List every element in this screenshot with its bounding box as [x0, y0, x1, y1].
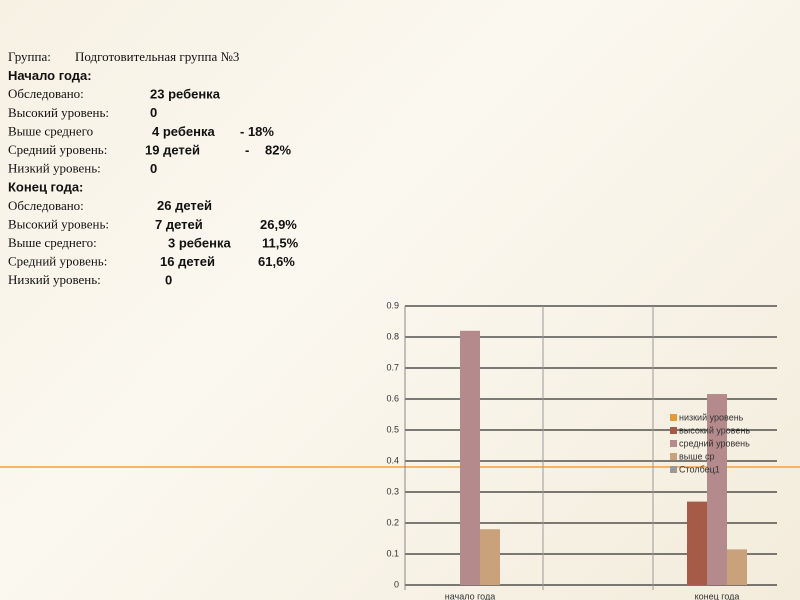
bar	[460, 330, 480, 585]
text-line: 26 детей	[157, 198, 212, 213]
text-line: Обследовано:	[8, 86, 84, 101]
legend-label: средний уровень	[679, 438, 750, 448]
text-line: 26,9%	[260, 217, 297, 232]
bar	[707, 394, 727, 585]
y-tick-label: 0.2	[386, 517, 399, 527]
text-line: -	[245, 142, 249, 157]
text-line: 3 ребенка	[168, 235, 231, 250]
text-line: 19 детей	[145, 142, 200, 157]
legend-label: высокий уровень	[679, 425, 750, 435]
text-line: 0	[150, 161, 157, 176]
y-tick-label: 0.1	[386, 548, 399, 558]
text-line: 4 ребенка	[152, 124, 215, 139]
text-line: Начало года:	[8, 68, 92, 83]
text-line: Высокий уровень:	[8, 216, 109, 231]
bar	[727, 549, 747, 585]
legend-swatch	[670, 440, 677, 447]
legend-label: выше ср	[679, 451, 714, 461]
y-tick-label: 0.9	[386, 300, 399, 310]
legend-label: Столбец1	[679, 464, 720, 474]
text-line: - 18%	[240, 124, 274, 139]
text-line: Низкий уровень:	[8, 272, 101, 287]
text-line: Низкий уровень:	[8, 161, 101, 176]
text-line: Подготовительная группа №3	[75, 49, 239, 64]
text-line: Обследовано:	[8, 198, 84, 213]
text-line: 61,6%	[258, 254, 295, 269]
y-tick-label: 0.7	[386, 362, 399, 372]
text-line: Конец года:	[8, 180, 83, 195]
bar	[687, 501, 707, 585]
x-tick-label: начало года	[445, 591, 495, 600]
x-tick-label: конец года	[695, 591, 740, 600]
legend-swatch	[670, 427, 677, 434]
text-line: Высокий уровень:	[8, 105, 109, 120]
text-line: 16 детей	[160, 254, 215, 269]
text-line: Группа:	[8, 49, 51, 64]
text-line: Выше среднего	[8, 123, 93, 138]
bar	[480, 529, 500, 585]
text-line: 0	[165, 273, 172, 288]
text-line: Средний уровень:	[8, 254, 107, 269]
text-line: 23 ребенка	[150, 87, 221, 102]
text-line: 0	[150, 105, 157, 120]
text-line: Средний уровень:	[8, 142, 107, 157]
legend-swatch	[670, 453, 677, 460]
legend-label: низкий уровень	[679, 412, 744, 422]
legend-swatch	[670, 414, 677, 421]
y-tick-label: 0	[394, 579, 399, 589]
legend-swatch	[670, 466, 677, 473]
text-line: 11,5%	[262, 235, 299, 250]
y-tick-label: 0.8	[386, 331, 399, 341]
y-tick-label: 0.3	[386, 486, 399, 496]
y-tick-label: 0.5	[386, 424, 399, 434]
y-tick-label: 0.4	[386, 455, 399, 465]
text-line: 82%	[265, 142, 291, 157]
y-tick-label: 0.6	[386, 393, 399, 403]
text-line: 7 детей	[155, 217, 203, 232]
text-line: Выше среднего:	[8, 235, 97, 250]
